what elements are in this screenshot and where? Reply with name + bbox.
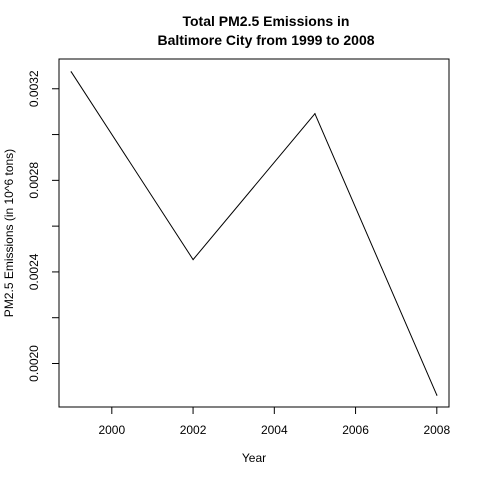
x-tick-label: 2002 xyxy=(180,423,207,437)
data-point xyxy=(314,113,316,115)
series-group xyxy=(70,71,438,396)
x-axis-label: Year xyxy=(242,451,266,465)
chart-title-line2: Baltimore City from 1999 to 2008 xyxy=(157,32,374,48)
y-axis: 0.0020 0.0024 0.0028 0.0032 xyxy=(27,70,59,382)
x-tick-label: 2004 xyxy=(261,423,288,437)
y-tick-label: 0.0024 xyxy=(27,253,41,290)
data-point xyxy=(70,71,72,73)
x-tick-label: 2000 xyxy=(98,423,125,437)
data-point xyxy=(436,394,438,396)
plot-frame xyxy=(58,58,450,408)
y-tick-label: 0.0028 xyxy=(27,162,41,199)
x-tick-label: 2006 xyxy=(342,423,369,437)
y-tick-label: 0.0032 xyxy=(27,70,41,107)
x-axis: 2000 2002 2004 2006 2008 xyxy=(98,407,450,437)
chart-title-line1: Total PM2.5 Emissions in xyxy=(182,13,349,29)
x-tick-label: 2008 xyxy=(423,423,450,437)
y-axis-label: PM2.5 Emissions (in 10^6 tons) xyxy=(2,149,16,317)
y-tick-label: 0.0020 xyxy=(27,345,41,382)
data-point xyxy=(192,258,194,261)
series-line xyxy=(70,71,438,396)
